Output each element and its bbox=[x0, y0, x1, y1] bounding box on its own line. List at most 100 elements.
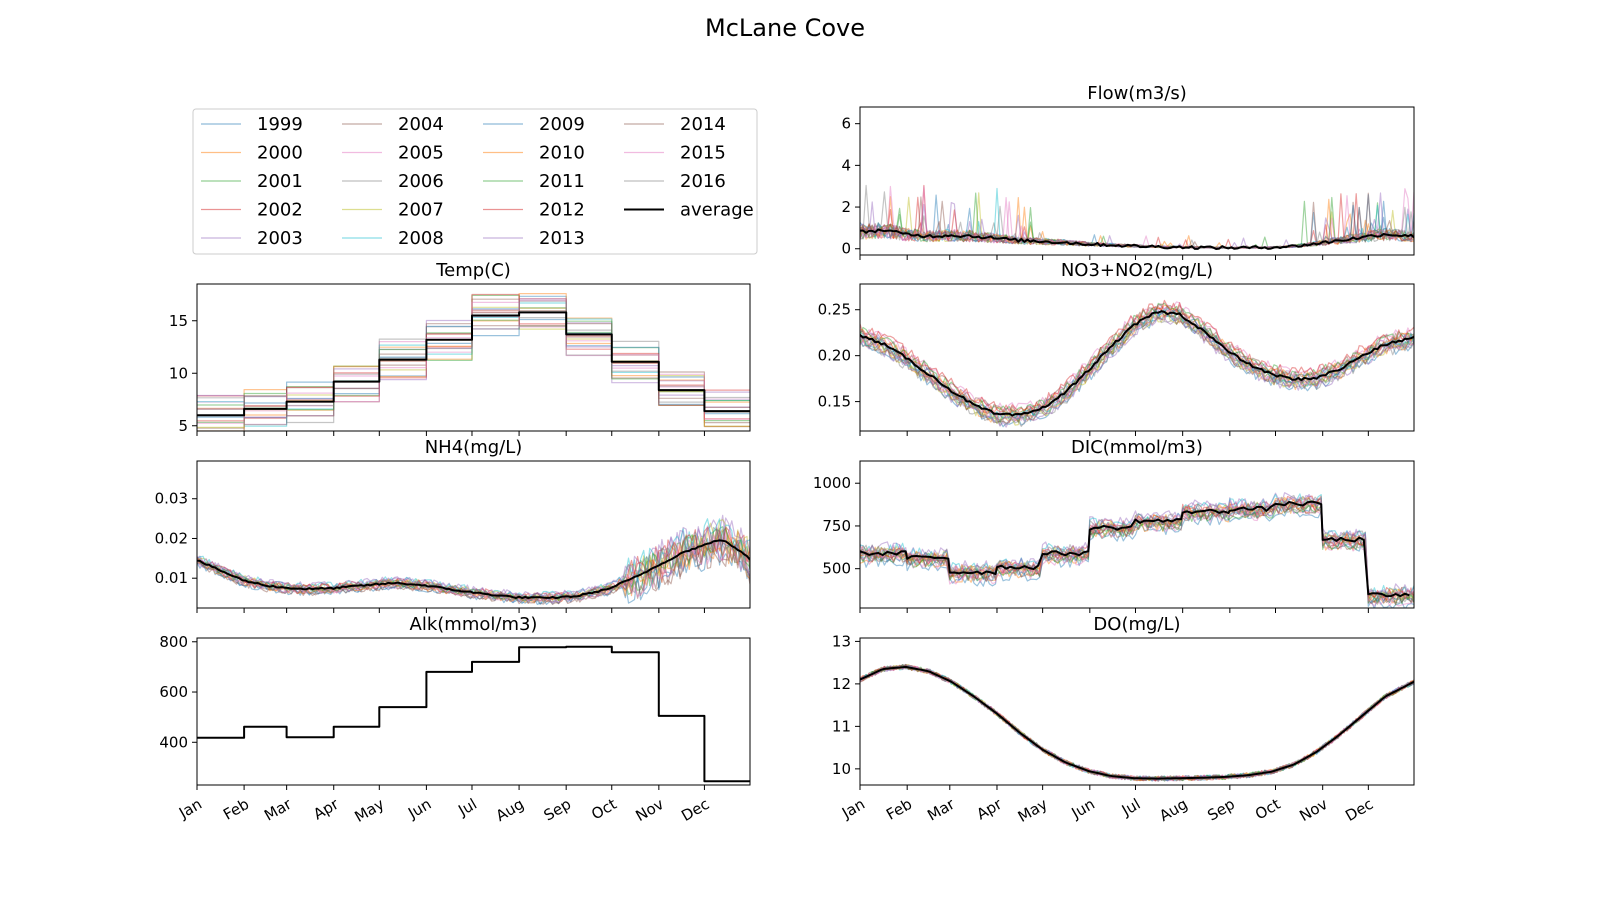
y-tick-label-no3: 0.20 bbox=[818, 347, 851, 365]
y-tick-label-dic: 750 bbox=[822, 517, 851, 535]
x-tick-label-do: Jan bbox=[838, 795, 868, 823]
series-do-2013 bbox=[860, 665, 1414, 781]
series-nh4-2013 bbox=[197, 517, 750, 598]
legend-label-2015: 2015 bbox=[680, 143, 726, 164]
legend-label-2006: 2006 bbox=[398, 171, 444, 192]
series-no3-2014 bbox=[860, 312, 1414, 424]
legend: 1999 2000 2001 2002 2003 2004 2005 2006 2007 2008… bbox=[192, 108, 758, 255]
series-no3-2015 bbox=[860, 310, 1414, 422]
axes-title-flow: Flow(m3/s) bbox=[1087, 83, 1187, 104]
y-tick-label-do: 13 bbox=[832, 632, 851, 650]
series-do-2008 bbox=[860, 664, 1414, 782]
series-nh4-2006 bbox=[197, 526, 750, 602]
series-temp-2014 bbox=[197, 310, 750, 417]
legend-label-2011: 2011 bbox=[539, 171, 585, 192]
series-no3-2007 bbox=[860, 312, 1414, 426]
series-do-2012 bbox=[860, 664, 1414, 782]
legend-label-2014: 2014 bbox=[680, 114, 726, 135]
x-tick-label-alk: Mar bbox=[261, 794, 295, 824]
legend-label-1999: 1999 bbox=[257, 114, 303, 135]
series-no3-1999 bbox=[860, 313, 1414, 428]
plot-area-no3 bbox=[860, 299, 1414, 428]
axes-frame-no3 bbox=[859, 283, 1415, 432]
x-tick-label-do: Jun bbox=[1068, 795, 1098, 823]
y-tick-label-do: 12 bbox=[832, 675, 851, 693]
series-do-2016 bbox=[860, 664, 1414, 782]
legend-label-2012: 2012 bbox=[539, 200, 585, 221]
panel-dic: DIC(mmol/m3) 500 750 1000 bbox=[813, 437, 1415, 613]
axes-frame-nh4 bbox=[196, 460, 751, 609]
panel-nh4: NH4(mg/L) 0.01 0.02 0.03 bbox=[155, 437, 751, 613]
legend-label-2005: 2005 bbox=[398, 143, 444, 164]
axes-frame-do bbox=[859, 637, 1415, 786]
legend-label-2001: 2001 bbox=[257, 171, 303, 192]
legend-label-2000: 2000 bbox=[257, 143, 303, 164]
x-tick-label-do: Nov bbox=[1296, 795, 1330, 825]
series-do-2011 bbox=[860, 664, 1414, 782]
series-do-average bbox=[860, 665, 1414, 780]
series-nh4-2005 bbox=[197, 530, 750, 603]
plot-area-dic bbox=[860, 492, 1414, 608]
x-tick-label-do: Apr bbox=[974, 794, 1006, 823]
series-no3-2005 bbox=[860, 301, 1414, 411]
series-alk-average bbox=[197, 645, 750, 783]
x-tick-label-alk: Apr bbox=[310, 794, 342, 823]
series-do-2014 bbox=[860, 664, 1414, 782]
series-dic-average bbox=[860, 500, 1410, 598]
x-tick-label-alk: Sep bbox=[541, 795, 574, 825]
legend-label-2009: 2009 bbox=[539, 114, 585, 135]
axes-title-nh4: NH4(mg/L) bbox=[425, 437, 523, 458]
legend-label-2002: 2002 bbox=[257, 200, 303, 221]
legend-label-2003: 2003 bbox=[257, 228, 303, 249]
y-tick-label-nh4: 0.02 bbox=[155, 529, 188, 547]
series-do-2003 bbox=[860, 665, 1414, 782]
series-no3-2013 bbox=[860, 316, 1414, 428]
series-do-2002 bbox=[860, 664, 1414, 782]
axes-frame-dic bbox=[859, 460, 1415, 609]
series-do-2001 bbox=[860, 664, 1414, 782]
axes-title-temp: Temp(C) bbox=[435, 260, 511, 281]
series-dic-2003 bbox=[860, 492, 1414, 596]
series-no3-average bbox=[860, 310, 1414, 417]
x-tick-label-alk: Feb bbox=[220, 795, 252, 824]
y-tick-label-dic: 1000 bbox=[813, 474, 851, 492]
figure-title: McLane Cove bbox=[705, 14, 865, 42]
series-do-2006 bbox=[860, 664, 1414, 782]
series-no3-2011 bbox=[860, 302, 1414, 414]
series-nh4-2015 bbox=[197, 534, 750, 604]
series-do-2015 bbox=[860, 665, 1414, 781]
axes-frame-alk bbox=[196, 637, 751, 786]
x-tick-label-alk: Jun bbox=[404, 795, 434, 823]
series-nh4-2009 bbox=[197, 539, 750, 606]
series-do-2004 bbox=[860, 663, 1414, 782]
axes-frame-temp bbox=[196, 283, 751, 432]
series-nh4-2011 bbox=[197, 527, 750, 602]
x-tick-label-alk: May bbox=[351, 795, 387, 826]
legend-label-2007: 2007 bbox=[398, 200, 444, 221]
y-tick-label-temp: 5 bbox=[178, 417, 188, 435]
series-no3-2010 bbox=[860, 304, 1414, 416]
y-tick-label-alk: 400 bbox=[159, 733, 188, 751]
x-tick-label-do: Mar bbox=[924, 794, 958, 824]
series-do-2010 bbox=[860, 665, 1414, 782]
y-tick-label-flow: 0 bbox=[841, 240, 851, 258]
y-tick-label-no3: 0.25 bbox=[818, 301, 851, 319]
x-tick-label-do: Aug bbox=[1156, 795, 1190, 825]
x-tick-label-alk: Jul bbox=[454, 795, 480, 820]
y-tick-label-flow: 6 bbox=[841, 115, 851, 133]
series-do-2005 bbox=[860, 664, 1414, 782]
series-nh4-1999 bbox=[197, 537, 750, 606]
legend-label-2004: 2004 bbox=[398, 114, 444, 135]
plot-area-do bbox=[860, 663, 1414, 782]
y-tick-label-no3: 0.15 bbox=[818, 393, 851, 411]
x-tick-label-alk: Nov bbox=[632, 795, 666, 825]
series-no3-2001 bbox=[860, 310, 1414, 423]
y-tick-label-nh4: 0.03 bbox=[155, 490, 188, 508]
axes-title-dic: DIC(mmol/m3) bbox=[1071, 437, 1203, 458]
series-temp-2001 bbox=[197, 294, 750, 423]
x-tick-label-alk: Dec bbox=[678, 795, 712, 825]
series-temp-2011 bbox=[197, 307, 750, 411]
series-temp-2003 bbox=[197, 312, 750, 417]
x-tick-label-alk: Aug bbox=[493, 795, 527, 825]
